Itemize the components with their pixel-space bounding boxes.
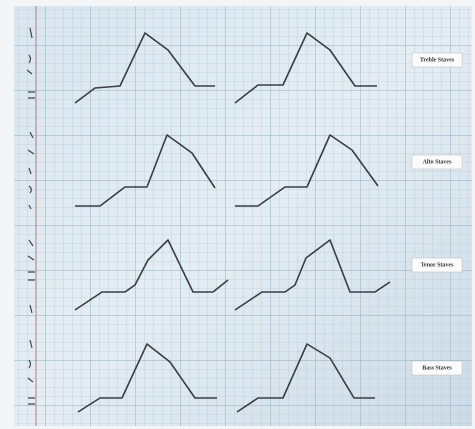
page: Treble Staves Alto Staves Tenor Staves B…	[0, 0, 475, 429]
row-label: Bass Staves	[422, 365, 452, 371]
photo: Treble Staves Alto Staves Tenor Staves B…	[0, 0, 475, 429]
row-label: Tenor Staves	[421, 262, 455, 268]
grid	[14, 6, 472, 426]
row-label: Treble Staves	[420, 57, 455, 63]
row-label: Alto Staves	[423, 159, 452, 165]
